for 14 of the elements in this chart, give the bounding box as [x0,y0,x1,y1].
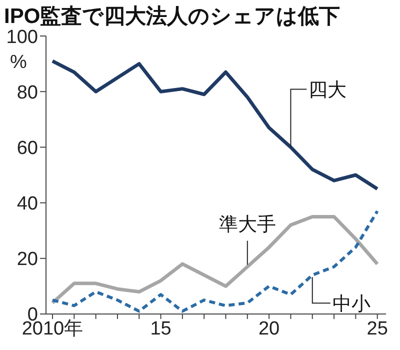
y-tick-label: 60 [16,138,38,159]
chart-title: IPO監査で四大法人のシェアは低下 [4,4,340,30]
y-tick-label: 40 [16,194,38,215]
y-tick-label: 100 [6,26,38,48]
x-tick-label: 25 [366,318,388,340]
series-label: 準大手 [218,214,276,236]
series-label: 中小 [332,294,370,316]
y-axis-title: % [10,52,27,74]
y-tick-label: 20 [16,249,38,270]
x-tick-label: 15 [150,318,172,340]
y-tick-label: 80 [16,82,38,104]
x-tick-label: 20 [258,318,280,340]
text: 四大 [308,80,347,102]
line-series [50,59,380,191]
